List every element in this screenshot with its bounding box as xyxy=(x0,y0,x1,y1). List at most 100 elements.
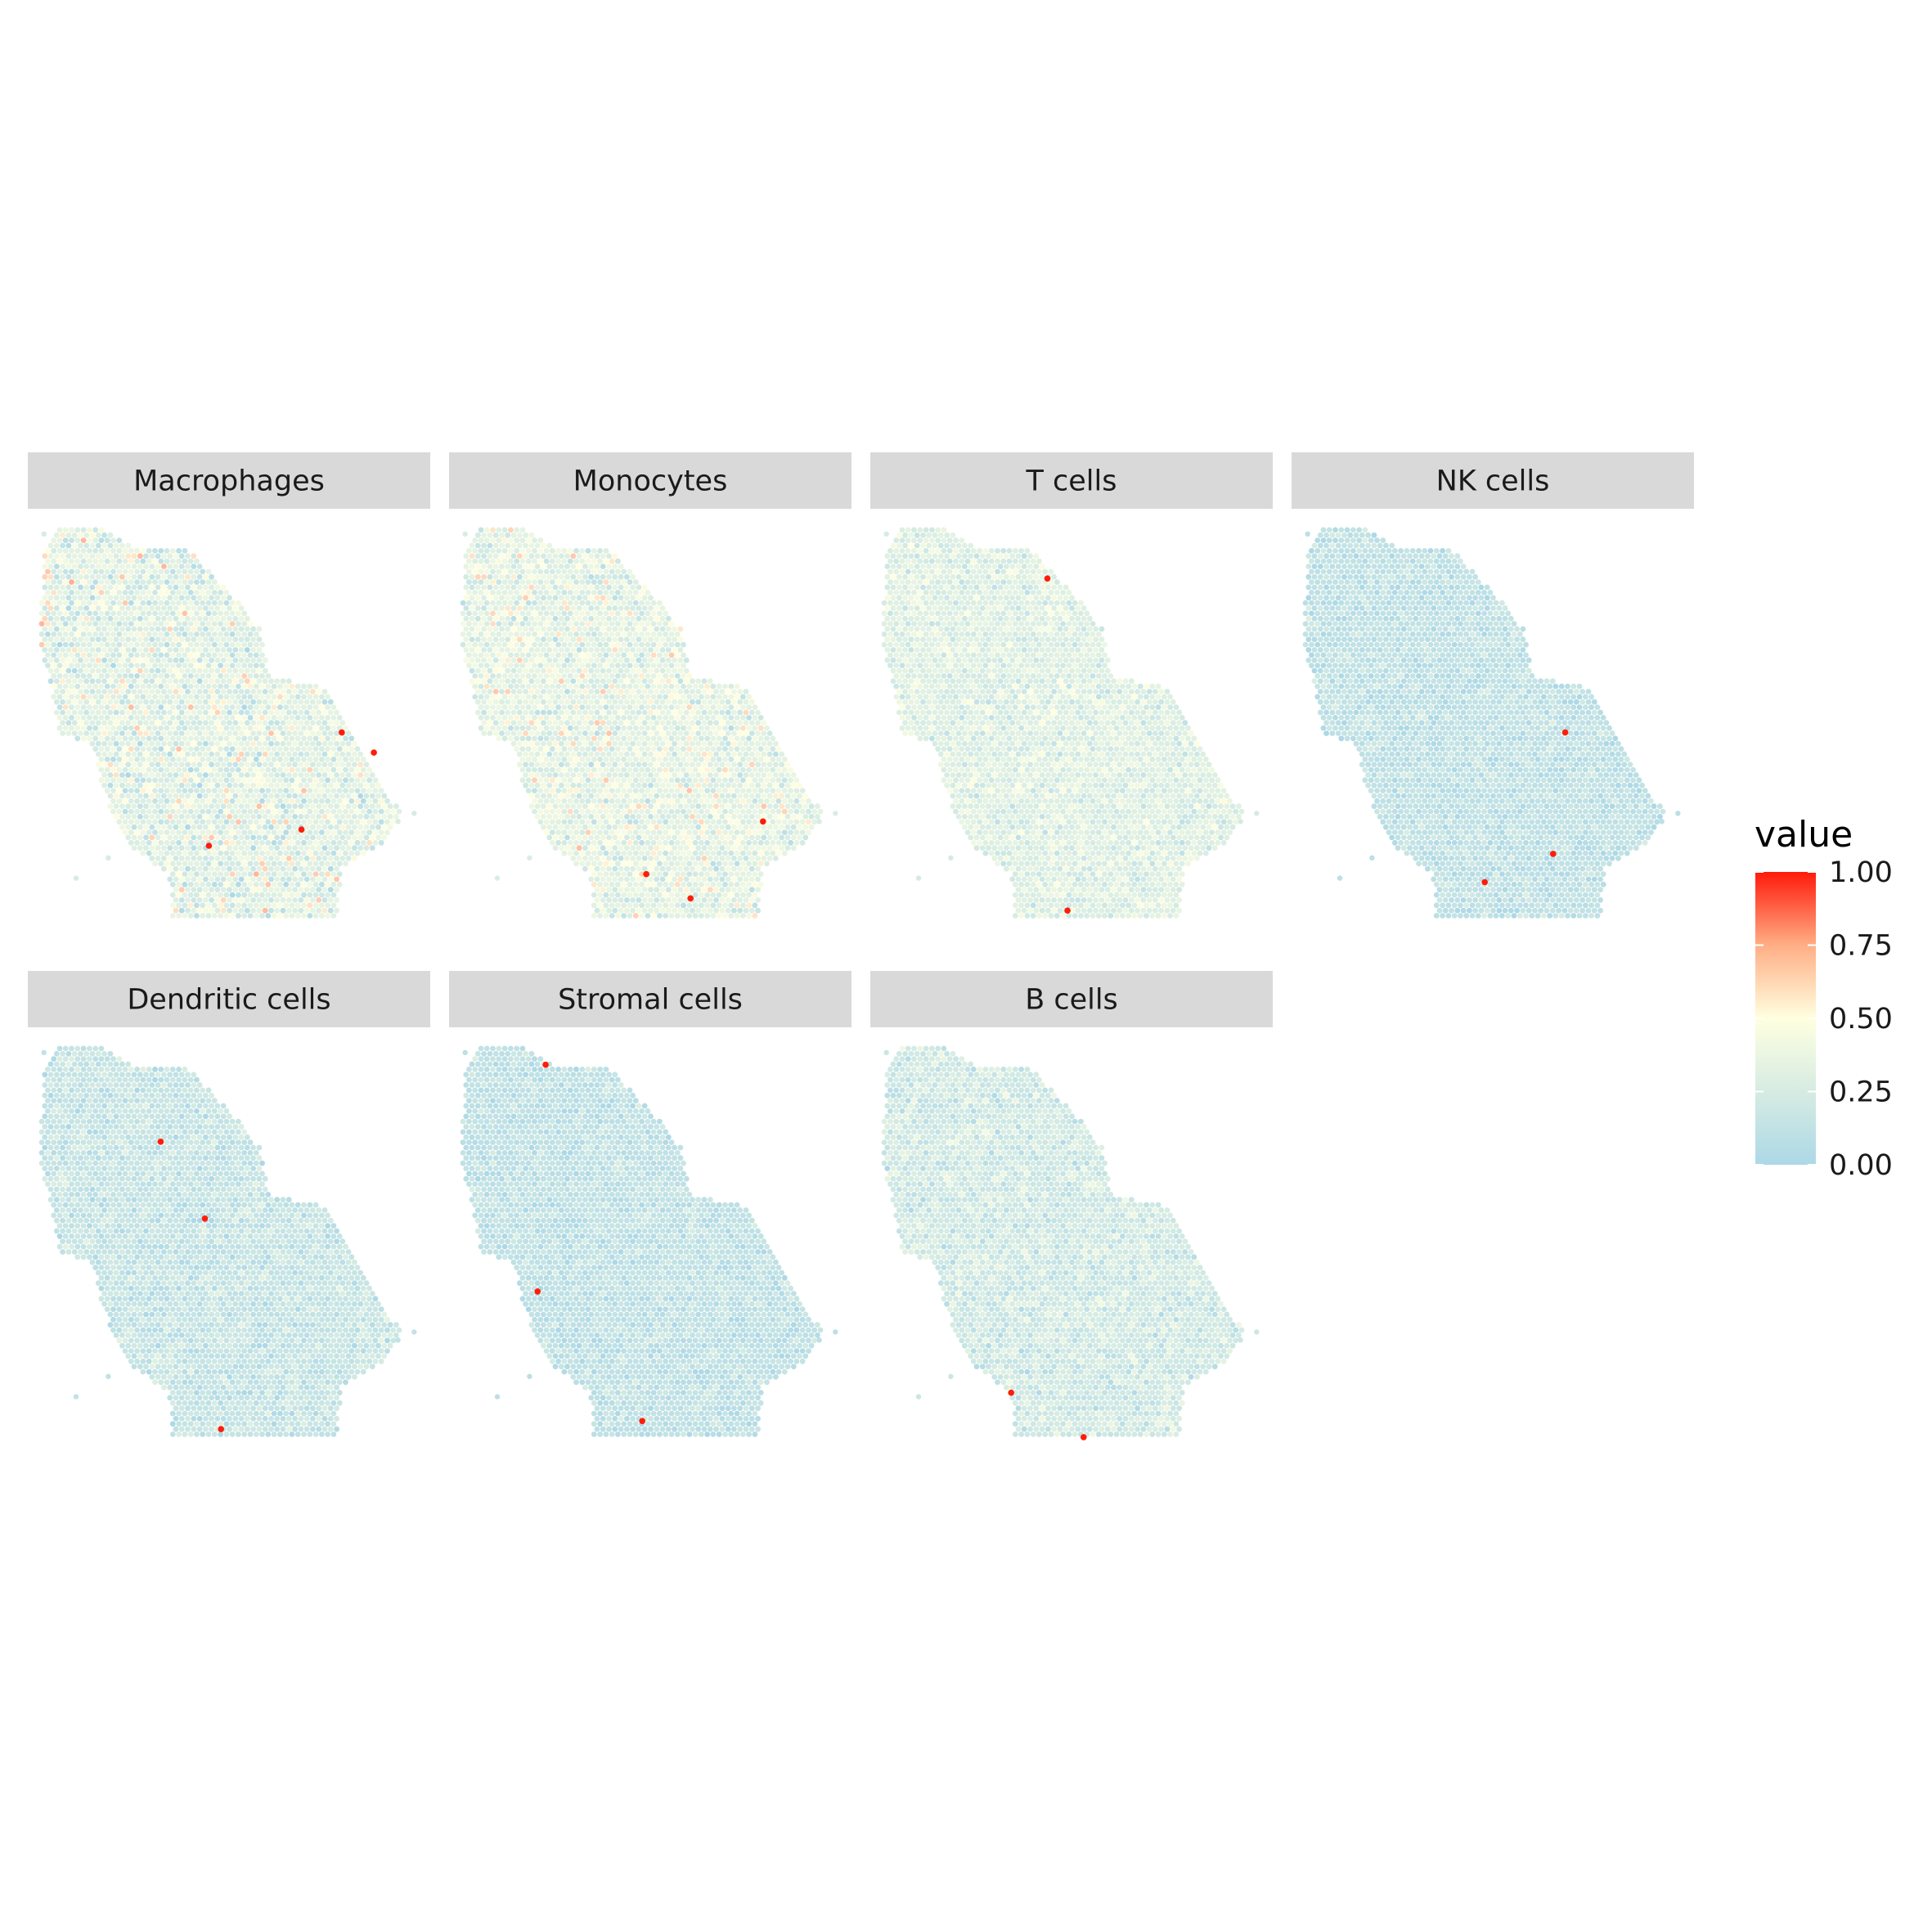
spot xyxy=(107,689,114,694)
spot xyxy=(137,667,143,674)
spot xyxy=(570,762,577,768)
spot xyxy=(528,782,535,789)
spot xyxy=(259,746,265,752)
spot xyxy=(319,704,325,710)
spot xyxy=(505,720,511,726)
spot xyxy=(185,824,191,830)
spot xyxy=(472,683,479,690)
spot xyxy=(582,678,588,685)
spot xyxy=(657,621,663,627)
spot xyxy=(561,631,568,637)
spot xyxy=(146,725,152,731)
spot xyxy=(158,548,164,554)
spot xyxy=(354,766,361,773)
spot xyxy=(695,720,702,726)
spot xyxy=(624,740,630,747)
spot xyxy=(766,793,773,799)
spot xyxy=(648,626,654,632)
spot xyxy=(146,610,152,617)
spot xyxy=(167,782,173,789)
spot xyxy=(42,626,48,632)
spot xyxy=(310,824,316,830)
spot xyxy=(116,590,123,595)
spot xyxy=(87,621,92,627)
spot xyxy=(113,647,119,653)
spot xyxy=(253,746,259,752)
spot xyxy=(606,595,612,601)
spot xyxy=(630,573,636,580)
spot xyxy=(173,865,179,872)
spot xyxy=(510,740,517,747)
spot xyxy=(220,751,227,757)
spot xyxy=(205,756,212,762)
spot xyxy=(274,887,281,893)
spot xyxy=(316,814,322,820)
spot xyxy=(122,777,128,784)
spot xyxy=(256,824,263,830)
spot xyxy=(463,615,470,622)
spot xyxy=(146,590,152,595)
spot xyxy=(146,673,152,679)
spot xyxy=(576,615,582,622)
spot xyxy=(627,766,633,773)
spot xyxy=(597,694,603,700)
spot xyxy=(594,553,600,559)
spot xyxy=(334,782,339,789)
spot xyxy=(472,558,479,564)
spot xyxy=(588,751,595,757)
spot xyxy=(45,641,51,648)
spot xyxy=(169,798,176,804)
spot xyxy=(719,751,726,757)
spot xyxy=(683,740,690,747)
spot xyxy=(481,532,487,538)
spot xyxy=(69,568,74,575)
spot xyxy=(169,902,176,909)
spot xyxy=(650,766,657,773)
spot xyxy=(369,803,375,810)
spot xyxy=(241,652,248,658)
spot xyxy=(253,694,259,700)
spot xyxy=(481,584,487,591)
spot xyxy=(594,699,600,705)
spot xyxy=(499,678,505,685)
spot xyxy=(690,772,695,778)
spot xyxy=(576,740,582,747)
spot xyxy=(253,819,259,825)
spot xyxy=(481,564,487,569)
spot xyxy=(325,798,330,804)
spot xyxy=(191,845,197,851)
spot xyxy=(641,762,648,768)
spot xyxy=(122,704,128,710)
spot xyxy=(134,777,141,784)
spot xyxy=(194,756,200,762)
spot xyxy=(169,892,176,898)
spot xyxy=(173,605,179,611)
spot xyxy=(271,808,277,815)
spot xyxy=(516,595,523,601)
spot xyxy=(690,793,695,799)
spot xyxy=(600,595,606,601)
spot xyxy=(743,689,749,694)
spot xyxy=(609,610,615,617)
spot xyxy=(205,568,212,575)
spot xyxy=(594,647,600,653)
spot xyxy=(582,564,588,569)
spot xyxy=(612,793,618,799)
spot xyxy=(707,793,713,799)
spot xyxy=(514,663,520,668)
spot xyxy=(137,553,143,559)
spot xyxy=(330,892,337,898)
spot xyxy=(543,579,550,585)
spot xyxy=(490,725,496,731)
spot xyxy=(567,558,573,564)
spot xyxy=(460,641,466,648)
spot-layer xyxy=(460,527,838,919)
spot xyxy=(627,579,633,585)
spot xyxy=(525,568,532,575)
spot xyxy=(274,793,281,799)
spot xyxy=(618,730,624,736)
spot xyxy=(232,907,239,914)
spot xyxy=(122,558,128,564)
spot xyxy=(80,568,87,575)
spot xyxy=(247,819,254,825)
